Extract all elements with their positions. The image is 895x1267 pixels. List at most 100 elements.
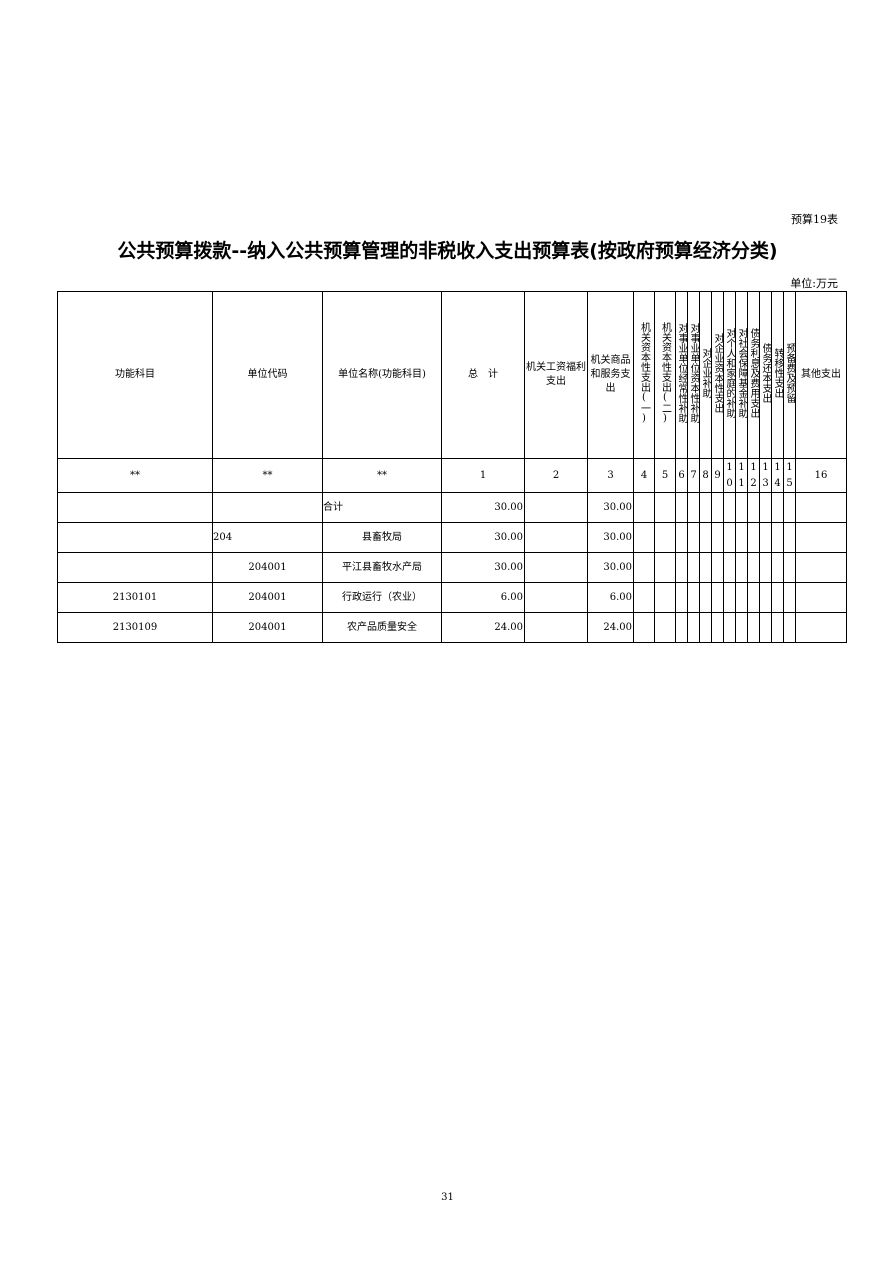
goods-services-cell: 30.00 [587, 552, 634, 583]
total-cell: 24.00 [441, 612, 525, 643]
table-row: 204001 平江县畜牧水产局 30.00 30.00 [57, 552, 847, 583]
table-cell [795, 492, 847, 523]
table-cell [783, 582, 796, 613]
function-code-cell: 2130101 [57, 582, 213, 613]
column-header-label: 债务还本支出 [760, 342, 771, 403]
table-cell [735, 552, 748, 583]
column-number: 3 [587, 458, 634, 493]
table-cell [723, 612, 736, 643]
table-cell [675, 522, 688, 553]
table-cell [795, 612, 847, 643]
table-cell [687, 552, 700, 583]
table-cell [524, 582, 588, 613]
unit-code-cell: 204001 [212, 612, 323, 643]
function-code-cell: 2130109 [57, 612, 213, 643]
unit-code-cell [212, 492, 323, 523]
column-header: 预备费及预留 [783, 291, 796, 459]
table-cell [699, 582, 712, 613]
column-header: 单位名称(功能科目) [322, 291, 442, 459]
page-title: 公共预算拨款--纳入公共预算管理的非税收入支出预算表(按政府预算经济分类) [117, 240, 778, 262]
column-header-label: 对事业单位资本性补助 [688, 322, 699, 423]
table-cell [524, 492, 588, 523]
table-cell [759, 522, 772, 553]
table-row: 2130109 204001 农产品质量安全 24.00 24.00 [57, 612, 847, 643]
table-cell [735, 492, 748, 523]
table-cell [771, 582, 784, 613]
table-cell [524, 612, 588, 643]
table-cell [723, 492, 736, 523]
column-header-label: 单位代码 [247, 369, 288, 380]
column-number: ** [212, 458, 323, 493]
table-cell [759, 582, 772, 613]
table-cell [687, 492, 700, 523]
page-number: 31 [441, 1192, 454, 1203]
table-cell [699, 492, 712, 523]
column-header: 总 计 [441, 291, 525, 459]
table-cell [675, 552, 688, 583]
total-cell: 6.00 [441, 582, 525, 613]
table-cell [735, 612, 748, 643]
table-cell [771, 552, 784, 583]
column-header: 其他支出 [795, 291, 847, 459]
table-cell [711, 552, 724, 583]
table-cell [723, 552, 736, 583]
column-number: 9 [711, 458, 724, 493]
column-header: 功能科目 [57, 291, 213, 459]
table-cell [675, 582, 688, 613]
table-number: 预算19表 [791, 213, 838, 226]
table-cell [633, 582, 655, 613]
table-cell [687, 612, 700, 643]
unit-code-cell: 204001 [212, 582, 323, 613]
table-cell [771, 492, 784, 523]
table-cell [747, 492, 760, 523]
goods-services-cell: 30.00 [587, 522, 634, 553]
column-header-label: 对社会保障基金补助 [736, 327, 747, 418]
column-number: 16 [795, 458, 847, 493]
table-cell [723, 522, 736, 553]
table-cell [654, 522, 676, 553]
table-row: 204 县畜牧局 30.00 30.00 [57, 522, 847, 553]
table-cell [699, 522, 712, 553]
column-header-label: 对个人和家庭的补助 [724, 327, 735, 418]
column-header-label: 机关资本性支出(一) [638, 321, 650, 424]
total-cell: 30.00 [441, 522, 525, 553]
table-cell [633, 612, 655, 643]
goods-services-cell: 24.00 [587, 612, 634, 643]
column-header: 机关资本性支出(二) [654, 291, 676, 459]
column-header-label: 单位名称(功能科目) [338, 369, 426, 380]
table-cell [723, 582, 736, 613]
column-header-label: 总 计 [468, 369, 498, 380]
column-number: 1 [441, 458, 525, 493]
table-row: 2130101 204001 行政运行（农业） 6.00 6.00 [57, 582, 847, 613]
table-cell [699, 552, 712, 583]
column-header: 对事业单位资本性补助 [687, 291, 700, 459]
table-cell [711, 522, 724, 553]
table-cell [711, 612, 724, 643]
unit-code-cell: 204001 [212, 552, 323, 583]
column-header-label: 机关工资福利支出 [526, 362, 586, 387]
table-cell [524, 522, 588, 553]
column-number: 2 [524, 458, 588, 493]
table-cell [795, 552, 847, 583]
table-cell [795, 522, 847, 553]
table-cell [771, 612, 784, 643]
function-code-cell [57, 522, 213, 553]
column-number: 13 [759, 458, 772, 493]
table-cell [654, 612, 676, 643]
table-row: 合计 30.00 30.00 [57, 492, 847, 523]
column-header: 转移性支出 [771, 291, 784, 459]
table-cell [747, 522, 760, 553]
unit-name-cell: 行政运行（农业） [322, 582, 442, 613]
column-header-label: 债务利息及费用支出 [748, 327, 759, 418]
table-cell [687, 582, 700, 613]
table-cell [771, 522, 784, 553]
column-header: 单位代码 [212, 291, 323, 459]
column-header: 对企业资本性支出 [711, 291, 724, 459]
table-cell [633, 492, 655, 523]
column-header-label: 对企业资本性支出 [712, 332, 723, 413]
function-code-cell [57, 552, 213, 583]
table-cell [783, 522, 796, 553]
column-number: 15 [783, 458, 796, 493]
column-number: 14 [771, 458, 784, 493]
table-cell [735, 582, 748, 613]
